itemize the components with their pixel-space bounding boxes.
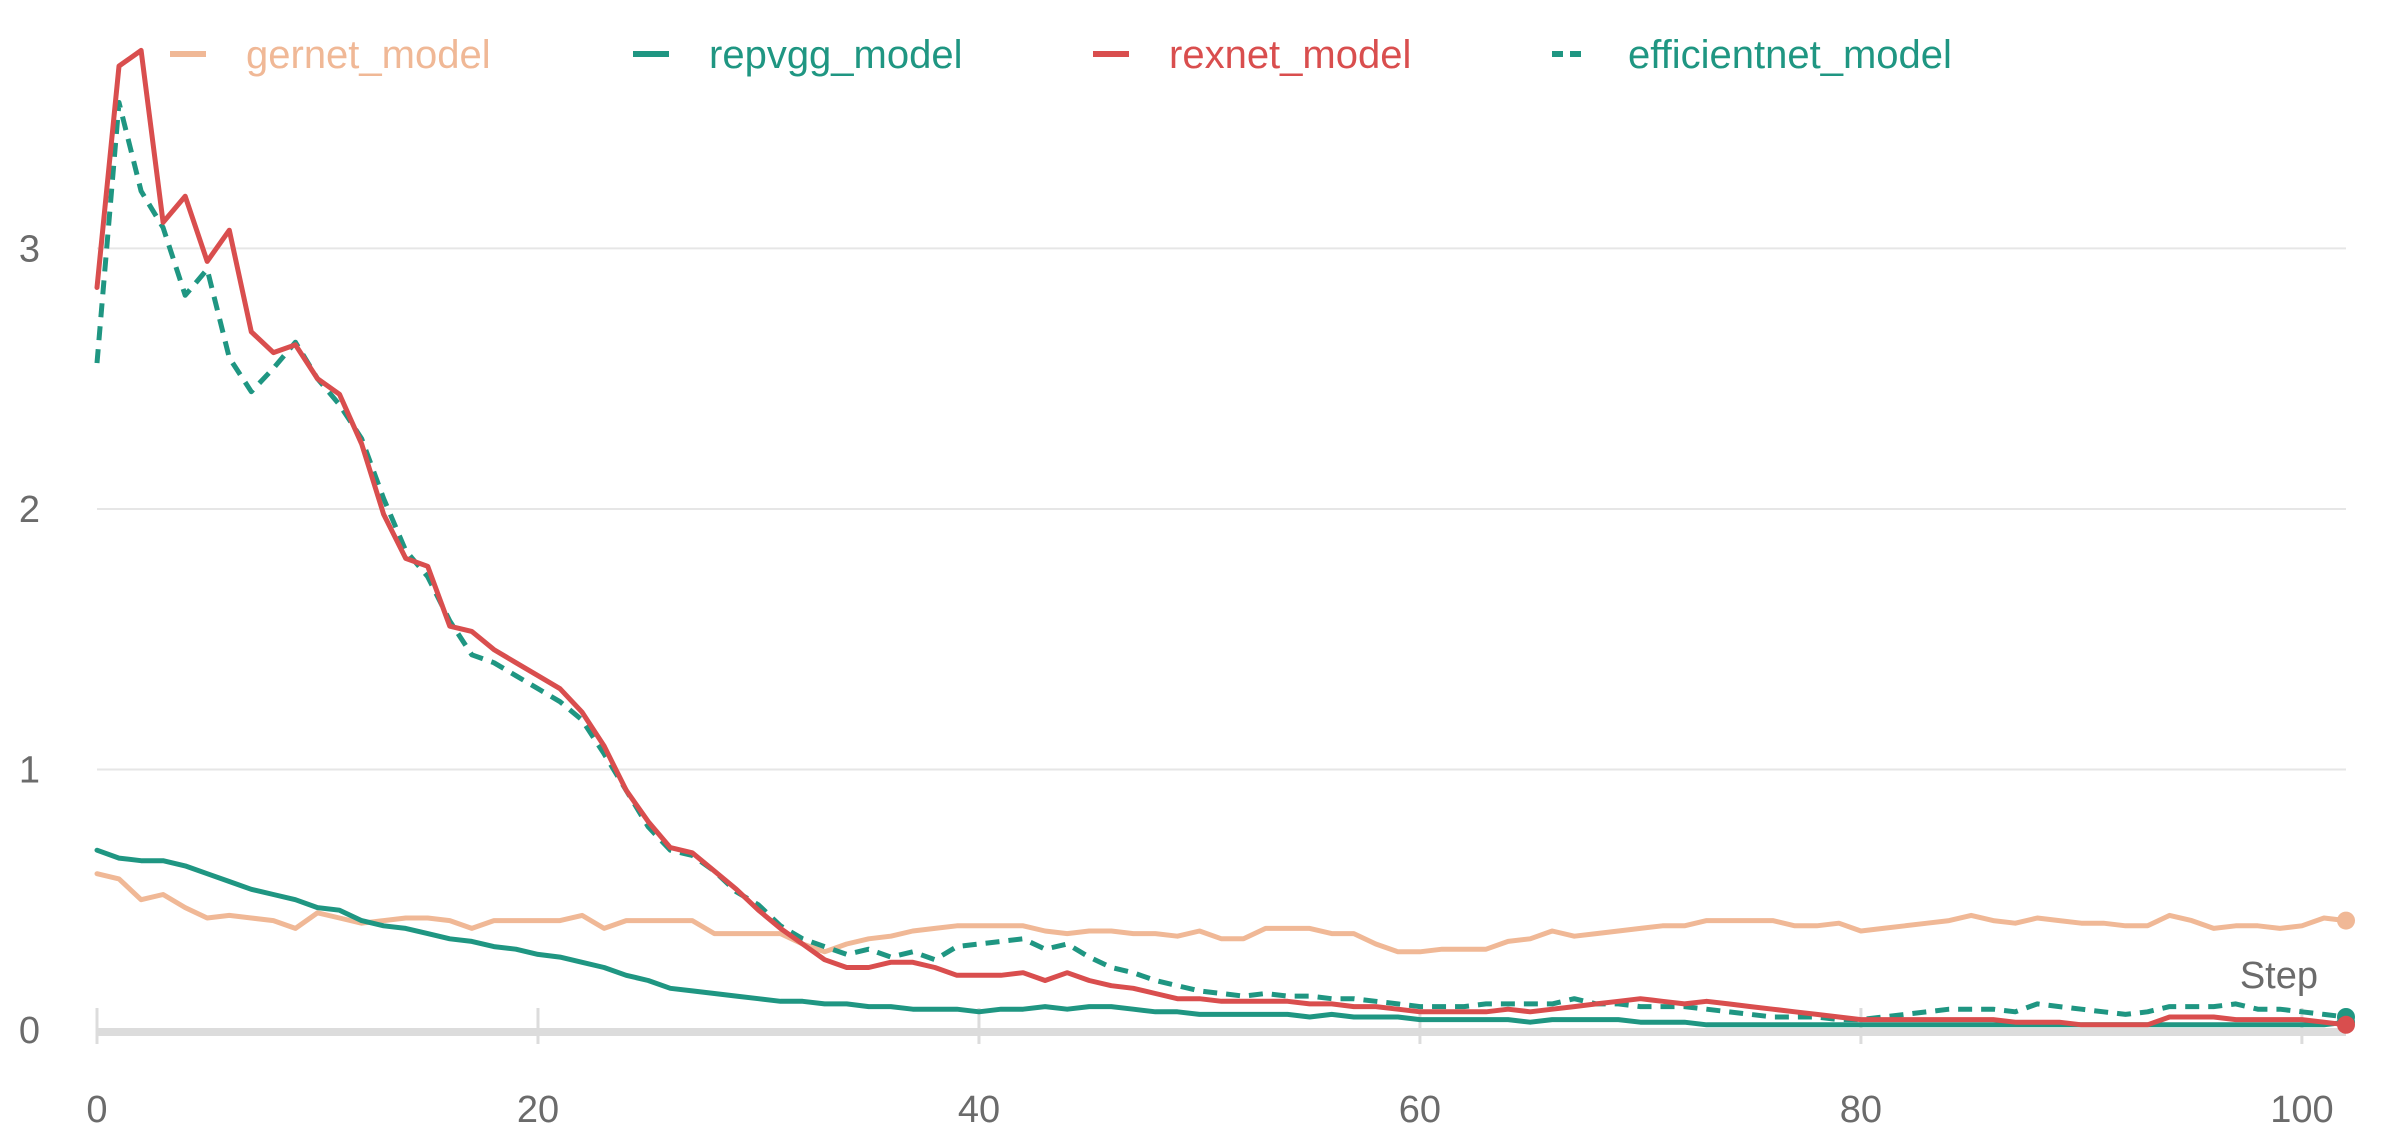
legend-item-rexnet_model[interactable]: rexnet_model — [1093, 33, 1411, 77]
legend-label: efficientnet_model — [1628, 33, 1952, 77]
legend-item-repvgg_model[interactable]: repvgg_model — [633, 33, 963, 77]
x-tick-label: 20 — [517, 1089, 559, 1131]
legend-label: gernet_model — [246, 33, 491, 77]
legend-item-gernet_model[interactable]: gernet_model — [170, 33, 491, 77]
y-tick-label: 3 — [19, 228, 40, 270]
legend-item-efficientnet_model[interactable]: efficientnet_model — [1552, 33, 1952, 77]
x-tick-label: 0 — [86, 1089, 107, 1131]
series-lines — [94, 47, 2355, 1034]
y-tick-label: 0 — [19, 1010, 40, 1052]
x-tick-label: 80 — [1840, 1089, 1882, 1131]
x-tick-label: 100 — [2270, 1089, 2333, 1131]
series-line-efficientnet_model — [94, 100, 2347, 1023]
grid-lines — [97, 247, 2346, 771]
y-axis: 0 1 2 3 — [19, 228, 40, 1052]
series-end-point — [2337, 911, 2355, 930]
x-tick-label: 60 — [1399, 1089, 1441, 1131]
x-axis-label: Step — [2240, 955, 2318, 997]
series-line-rexnet_model — [94, 47, 2349, 1028]
x-tick-label: 40 — [958, 1089, 1000, 1131]
legend-label: rexnet_model — [1169, 33, 1411, 77]
series-line-gernet_model — [94, 871, 2349, 955]
series-line-repvgg_model — [94, 847, 2349, 1028]
y-tick-label: 2 — [19, 489, 40, 531]
legend-label: repvgg_model — [709, 33, 963, 77]
legend: gernet_model repvgg_model rexnet_model effi… — [170, 33, 1952, 77]
y-tick-label: 1 — [19, 749, 40, 791]
series-end-point — [2337, 1015, 2355, 1034]
